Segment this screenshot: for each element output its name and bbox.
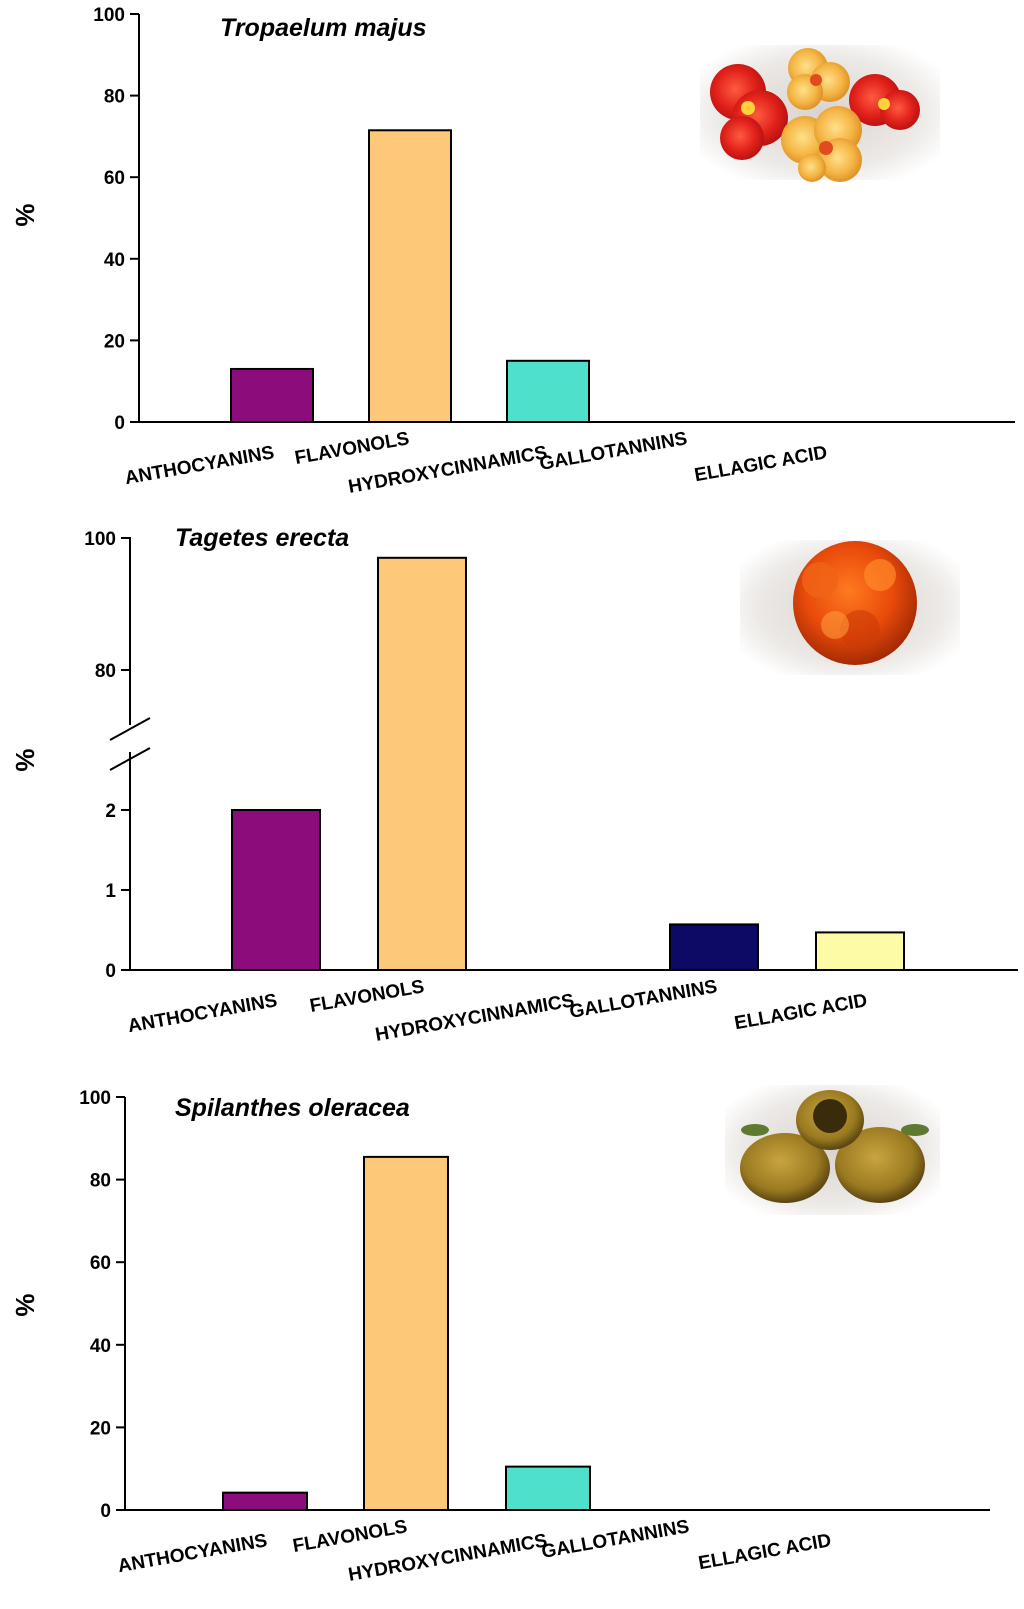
y-tick-label: 0: [114, 413, 125, 434]
bar-anthocyanins: [222, 1491, 308, 1512]
y-tick-label: 60: [90, 1253, 111, 1274]
bar-flavonols: [363, 1155, 449, 1511]
bar-anthocyanins: [231, 809, 321, 971]
x-category-label: GALLOTANNINS: [540, 1516, 691, 1563]
y-ticks: 0 20 40 60 80 100: [79, 1088, 125, 1522]
y-axis-label: %: [10, 203, 40, 226]
nasturtium-flower-yellow-top: [787, 48, 850, 110]
x-category-label: GALLOTANNINS: [568, 976, 719, 1023]
nasturtium-flower-red-right: [849, 74, 920, 130]
flower-photo-spilanthes: [725, 1085, 940, 1215]
y-tick-label: 0: [105, 961, 116, 982]
bar-anthocyanins: [230, 367, 314, 423]
y-tick-label: 80: [90, 1171, 111, 1192]
x-category-label: ANTHOCYANINS: [123, 442, 276, 489]
nasturtium-flower-yellow-bottom: [781, 106, 862, 182]
y-tick-label: 60: [104, 168, 125, 189]
chart-panel-tropaelum: Tropaelum majus % 0 20 40 60 80 100 ANTHOCYAN…: [10, 5, 1015, 498]
y-tick-label: 20: [90, 1418, 111, 1439]
y-tick-label: 100: [93, 5, 125, 26]
chart-panel-tagetes: Tagetes erecta % 0 1 2 80 100 ANTHOCYANINS FL…: [10, 524, 1018, 1046]
axis-break-mark-upper: [109, 717, 151, 741]
bar-flavonols: [368, 129, 452, 423]
panel-title: Tropaelum majus: [220, 14, 427, 42]
x-category-label: ELLAGIC ACID: [693, 442, 829, 486]
bar-hydroxycinnamics: [506, 359, 590, 423]
x-category-label: ANTHOCYANINS: [126, 990, 279, 1037]
y-axis-label: %: [10, 1293, 40, 1316]
bar-hydroxycinnamics: [505, 1465, 591, 1512]
x-category-label: FLAVONOLS: [308, 976, 426, 1017]
y-tick-label: 1: [105, 881, 116, 902]
x-category-label: GALLOTANNINS: [538, 428, 689, 475]
bars: [230, 129, 590, 423]
panel-title: Tagetes erecta: [175, 524, 349, 552]
x-category-label: FLAVONOLS: [293, 428, 411, 469]
nasturtium-flower-red-left: [710, 64, 788, 160]
x-categories: ANTHOCYANINS FLAVONOLSHYDROXYCINNAMICSGAL…: [126, 976, 869, 1046]
axis-break-mark-lower: [109, 747, 151, 771]
x-categories: ANTHOCYANINS FLAVONOLSHYDROXYCINNAMICSGAL…: [116, 1516, 833, 1586]
y-ticks: 0 1 2 80 100: [84, 529, 130, 982]
flower-photo-nasturtium: [700, 45, 940, 182]
y-tick-label: 100: [79, 1088, 111, 1109]
y-tick-label: 80: [104, 87, 125, 108]
bar-gallotannins: [669, 923, 759, 972]
x-category-label: ANTHOCYANINS: [116, 1530, 269, 1577]
y-tick-label: 40: [104, 250, 125, 271]
y-tick-label: 20: [104, 331, 125, 352]
x-category-label: ELLAGIC ACID: [733, 990, 869, 1034]
bars: [231, 556, 905, 972]
x-category-label: ELLAGIC ACID: [697, 1530, 833, 1574]
x-category-label: FLAVONOLS: [291, 1516, 409, 1557]
spilanthes-head-left: [740, 1133, 830, 1203]
bar-flavonols: [377, 556, 467, 971]
bar-ellagic-acid: [815, 931, 905, 972]
bars: [222, 1155, 591, 1512]
flower-photo-marigold: [740, 540, 960, 675]
y-tick-label: 80: [95, 661, 116, 682]
y-axis-label: %: [10, 748, 40, 771]
y-tick-label: 100: [84, 529, 116, 550]
y-tick-label: 40: [90, 1336, 111, 1357]
panel-title: Spilanthes oleracea: [175, 1094, 410, 1122]
y-tick-label: 0: [100, 1501, 111, 1522]
chart-panel-spilanthes: Spilanthes oleracea % 0 20 40 60 80 100 ANTHO…: [10, 1085, 990, 1586]
y-ticks: 0 20 40 60 80 100: [93, 5, 139, 434]
y-tick-label: 2: [105, 801, 116, 822]
x-categories: ANTHOCYANINS FLAVONOLSHYDROXYCINNAMICSGAL…: [123, 428, 829, 498]
spilanthes-head-right: [835, 1127, 925, 1203]
